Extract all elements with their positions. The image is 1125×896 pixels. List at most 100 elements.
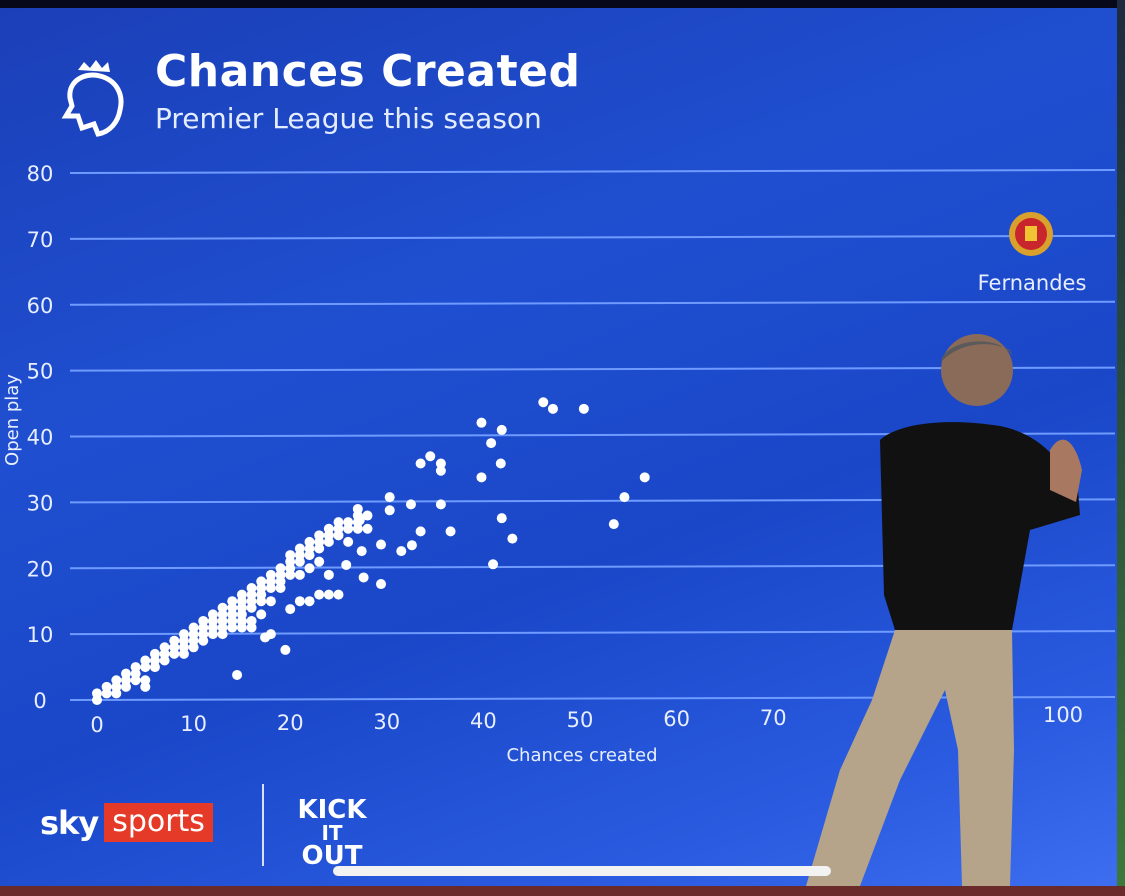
svg-text:IT: IT <box>321 821 342 845</box>
data-point <box>207 609 218 620</box>
data-point <box>294 596 305 607</box>
data-point <box>285 604 296 615</box>
presenter <box>806 334 1082 886</box>
data-point <box>198 615 209 626</box>
data-point <box>236 589 247 600</box>
data-point <box>362 510 373 521</box>
gridline <box>69 300 1116 306</box>
data-point <box>236 622 247 633</box>
data-point <box>405 499 416 510</box>
data-point <box>495 458 506 469</box>
data-point <box>140 681 151 692</box>
data-point <box>232 669 243 680</box>
screen-top-bezel <box>0 0 1125 8</box>
highlight-label: Fernandes <box>978 271 1087 295</box>
data-point <box>285 569 296 580</box>
data-point <box>285 550 296 561</box>
data-point <box>265 583 276 594</box>
y-tick-label: 50 <box>27 360 54 384</box>
gridline <box>69 169 1116 174</box>
data-point <box>415 526 426 537</box>
x-tick-label: 40 <box>470 709 497 733</box>
data-point <box>341 559 352 570</box>
data-point <box>130 675 141 686</box>
data-point <box>639 472 650 483</box>
y-tick-label: 70 <box>27 228 54 252</box>
data-point <box>547 403 558 414</box>
data-point <box>169 648 180 659</box>
data-point <box>314 556 325 567</box>
svg-text:OUT: OUT <box>302 841 363 866</box>
data-point <box>178 648 189 659</box>
screen-right-edge <box>1117 0 1125 896</box>
data-point <box>246 583 257 594</box>
data-point <box>140 655 151 666</box>
data-point <box>256 609 267 620</box>
data-point <box>149 648 160 659</box>
data-point <box>356 546 367 557</box>
data-point <box>445 526 456 537</box>
data-point <box>275 563 286 574</box>
x-tick-label: 0 <box>90 713 103 737</box>
x-tick-label: 20 <box>277 711 304 735</box>
data-point <box>352 523 363 534</box>
data-point <box>227 596 238 607</box>
y-tick-label: 20 <box>27 557 54 581</box>
data-point <box>304 596 315 607</box>
data-point <box>120 668 131 679</box>
data-point <box>538 397 549 408</box>
sky-sports-logo: sky sports <box>40 803 213 842</box>
y-tick-label: 10 <box>27 623 54 647</box>
data-point <box>178 629 189 640</box>
data-point <box>323 589 334 600</box>
data-point <box>376 539 387 550</box>
data-point <box>333 517 344 528</box>
data-point <box>496 424 507 435</box>
data-point <box>415 458 426 469</box>
data-point <box>425 451 436 462</box>
data-point <box>280 644 291 655</box>
chart-subtitle: Premier League this season <box>155 102 542 135</box>
data-point <box>111 675 122 686</box>
data-point <box>314 530 325 541</box>
data-point <box>343 517 354 528</box>
data-point <box>352 503 363 514</box>
data-point <box>246 602 257 613</box>
kick-it-out-logo: KICK IT OUT <box>297 795 367 866</box>
y-tick-label: 30 <box>27 491 54 515</box>
data-point <box>159 655 170 666</box>
x-tick-label: 50 <box>567 708 594 732</box>
home-indicator[interactable] <box>333 866 831 876</box>
manchester-united-crest-icon <box>1009 212 1053 256</box>
gridline <box>69 234 1116 240</box>
data-point <box>354 515 365 526</box>
data-point <box>149 662 160 673</box>
data-point <box>358 572 369 583</box>
data-point <box>578 403 589 414</box>
chart-title: Chances Created <box>155 46 581 97</box>
data-point <box>488 559 499 570</box>
data-point <box>227 622 238 633</box>
data-point <box>486 438 497 449</box>
data-point <box>435 499 446 510</box>
data-point <box>376 579 387 590</box>
data-point <box>619 492 630 503</box>
data-point <box>304 563 315 574</box>
data-point <box>333 589 344 600</box>
x-tick-label: 30 <box>373 710 400 734</box>
data-point <box>198 635 209 646</box>
data-point <box>188 622 199 633</box>
data-point <box>323 569 334 580</box>
data-point <box>246 622 257 633</box>
data-point <box>304 536 315 547</box>
premier-league-lion-icon <box>61 60 124 137</box>
data-point <box>496 513 507 524</box>
data-point <box>120 681 131 692</box>
data-point <box>314 589 325 600</box>
x-tick-label: 70 <box>760 706 787 730</box>
logo-divider <box>262 784 264 866</box>
data-point <box>323 523 334 534</box>
data-point <box>265 569 276 580</box>
data-point <box>130 662 141 673</box>
y-tick-label: 60 <box>27 294 54 318</box>
